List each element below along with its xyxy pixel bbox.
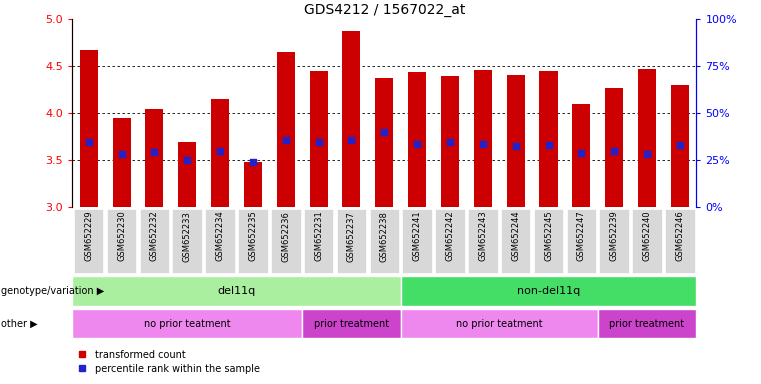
Bar <box>370 209 399 273</box>
Bar <box>638 69 656 207</box>
Text: prior treatment: prior treatment <box>610 318 685 329</box>
Text: non-del11q: non-del11q <box>517 286 580 296</box>
Bar <box>277 52 295 207</box>
Bar <box>310 71 328 207</box>
Point <box>510 143 522 149</box>
Bar <box>474 70 492 207</box>
Bar <box>507 75 525 207</box>
Text: other ▶: other ▶ <box>1 318 37 329</box>
Bar <box>441 76 459 207</box>
Bar <box>501 209 530 273</box>
Bar <box>304 209 333 273</box>
Bar <box>80 50 97 207</box>
Text: GSM652238: GSM652238 <box>380 211 389 262</box>
Bar <box>72 309 302 338</box>
Bar <box>435 209 465 273</box>
Text: GSM652243: GSM652243 <box>479 211 487 262</box>
Point <box>116 151 128 157</box>
Bar <box>238 209 268 273</box>
Bar <box>178 142 196 207</box>
Text: prior treatment: prior treatment <box>314 318 389 329</box>
Bar <box>408 72 426 207</box>
Text: GSM652233: GSM652233 <box>183 211 192 262</box>
Text: GSM652247: GSM652247 <box>577 211 586 262</box>
Bar <box>375 78 393 207</box>
Bar <box>113 118 131 207</box>
Bar <box>173 209 202 273</box>
Text: GSM652245: GSM652245 <box>544 211 553 262</box>
Bar <box>632 209 662 273</box>
Point <box>575 150 587 156</box>
Bar <box>244 162 262 207</box>
Point <box>476 141 489 147</box>
Bar <box>598 309 696 338</box>
Text: GSM652235: GSM652235 <box>248 211 257 262</box>
Bar <box>605 88 623 207</box>
Text: GSM652237: GSM652237 <box>347 211 356 262</box>
Bar <box>600 209 629 273</box>
Bar <box>540 71 558 207</box>
Point <box>280 137 292 143</box>
Point <box>313 139 325 145</box>
Text: GSM652241: GSM652241 <box>412 211 422 262</box>
Text: GSM652242: GSM652242 <box>445 211 454 262</box>
Point <box>83 139 95 146</box>
Title: GDS4212 / 1567022_at: GDS4212 / 1567022_at <box>304 3 465 17</box>
Text: del11q: del11q <box>218 286 256 296</box>
Point <box>345 137 358 143</box>
Bar <box>401 276 696 306</box>
Text: genotype/variation ▶: genotype/variation ▶ <box>1 286 104 296</box>
Bar <box>145 109 164 207</box>
Bar <box>336 209 366 273</box>
Bar <box>342 31 361 207</box>
Point <box>543 142 555 148</box>
Bar <box>572 104 591 207</box>
Bar <box>211 99 229 207</box>
Point <box>247 159 259 165</box>
Text: GSM652246: GSM652246 <box>676 211 684 262</box>
Text: GSM652229: GSM652229 <box>84 211 93 262</box>
Point <box>641 151 653 157</box>
Bar <box>533 209 563 273</box>
Bar <box>72 276 401 306</box>
Bar <box>271 209 301 273</box>
Legend: transformed count, percentile rank within the sample: transformed count, percentile rank withi… <box>77 350 260 374</box>
Text: GSM652239: GSM652239 <box>610 211 619 262</box>
Text: no prior teatment: no prior teatment <box>456 318 543 329</box>
Bar <box>107 209 136 273</box>
Point <box>148 149 161 155</box>
Point <box>378 129 390 135</box>
Text: GSM652244: GSM652244 <box>511 211 521 262</box>
Text: GSM652231: GSM652231 <box>314 211 323 262</box>
Bar <box>302 309 401 338</box>
Point <box>444 139 456 145</box>
Point <box>673 142 686 148</box>
Bar <box>468 209 498 273</box>
Text: GSM652240: GSM652240 <box>642 211 651 262</box>
Point <box>214 148 226 154</box>
Bar <box>139 209 169 273</box>
Point <box>608 148 620 154</box>
Text: GSM652232: GSM652232 <box>150 211 159 262</box>
Point <box>411 141 423 147</box>
Bar <box>401 309 598 338</box>
Bar <box>205 209 235 273</box>
Bar <box>567 209 596 273</box>
Bar <box>403 209 432 273</box>
Bar <box>671 85 689 207</box>
Point <box>181 157 193 164</box>
Text: GSM652234: GSM652234 <box>215 211 224 262</box>
Text: GSM652230: GSM652230 <box>117 211 126 262</box>
Bar <box>665 209 695 273</box>
Text: GSM652236: GSM652236 <box>282 211 290 262</box>
Bar <box>74 209 103 273</box>
Text: no prior teatment: no prior teatment <box>144 318 231 329</box>
